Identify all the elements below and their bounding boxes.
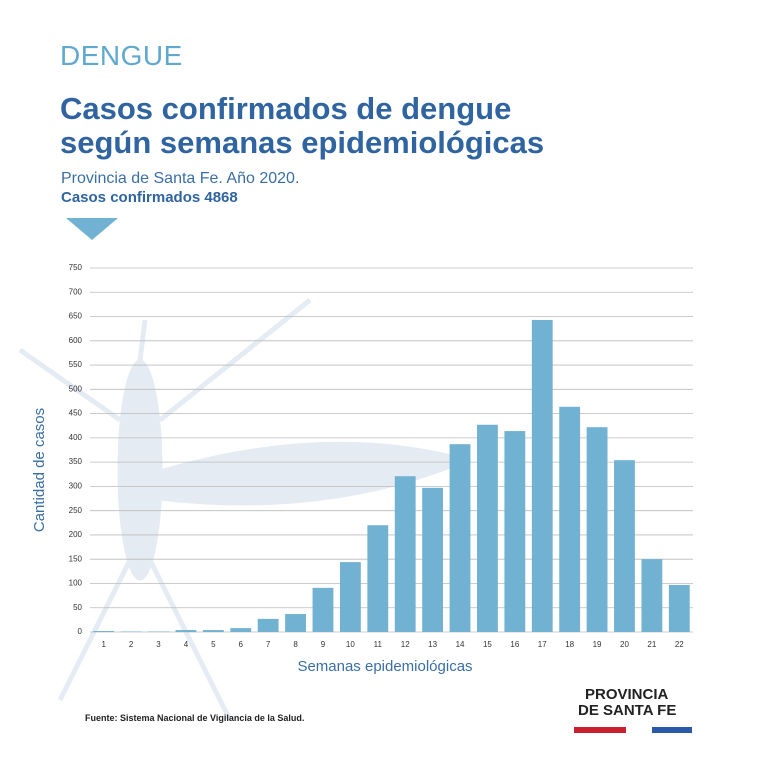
x-tick-label: 20 bbox=[620, 640, 629, 649]
x-tick-label: 19 bbox=[593, 640, 602, 649]
x-tick-label: 17 bbox=[538, 640, 547, 649]
y-tick-label: 450 bbox=[69, 409, 83, 418]
logo-red bbox=[574, 727, 626, 733]
x-tick-label: 4 bbox=[184, 640, 189, 649]
y-tick-label: 350 bbox=[69, 457, 83, 466]
bar bbox=[531, 319, 553, 632]
x-tick-label: 6 bbox=[239, 640, 244, 649]
y-tick-label: 250 bbox=[69, 506, 83, 515]
bar bbox=[477, 424, 498, 632]
x-tick-label: 11 bbox=[374, 640, 383, 649]
triangle-marker bbox=[66, 218, 118, 240]
y-tick-label: 500 bbox=[69, 384, 83, 393]
bar bbox=[339, 562, 361, 632]
bar bbox=[257, 618, 279, 632]
annotation: Casos confirmados 4868 bbox=[61, 189, 238, 206]
x-tick-label: 13 bbox=[428, 640, 437, 649]
mosquito-legs bbox=[18, 298, 312, 722]
bar bbox=[422, 487, 444, 632]
bar bbox=[312, 587, 334, 632]
x-tick-label: 5 bbox=[211, 640, 216, 649]
bar bbox=[230, 628, 252, 632]
bar bbox=[285, 614, 306, 632]
y-tick-label: 100 bbox=[69, 579, 83, 588]
bar bbox=[202, 630, 224, 632]
y-tick-label: 150 bbox=[69, 554, 83, 563]
bar bbox=[504, 431, 526, 632]
bar bbox=[367, 525, 389, 632]
bar bbox=[614, 460, 635, 632]
y-tick-label: 750 bbox=[69, 263, 83, 272]
y-tick-label: 50 bbox=[73, 603, 82, 612]
x-tick-label: 22 bbox=[675, 640, 684, 649]
x-tick-label: 10 bbox=[346, 640, 355, 649]
bar bbox=[394, 476, 416, 632]
chart-title: Casos confirmados de dengue según semana… bbox=[60, 91, 545, 160]
x-tick-label: 12 bbox=[401, 640, 410, 649]
x-tick-label: 18 bbox=[565, 640, 574, 649]
x-tick-label: 16 bbox=[510, 640, 519, 649]
x-tick-label: 2 bbox=[129, 640, 134, 649]
bar bbox=[641, 559, 663, 632]
source: Fuente: Sistema Nacional de Vigilancia d… bbox=[85, 713, 305, 723]
logo-text: DE SANTA FE bbox=[578, 702, 677, 719]
y-tick-label: 300 bbox=[69, 482, 83, 491]
bar bbox=[586, 427, 608, 632]
subtitle: Provincia de Santa Fe. Año 2020. bbox=[61, 170, 300, 187]
bar bbox=[559, 406, 581, 632]
x-tick-label: 15 bbox=[483, 640, 492, 649]
y-tick-label: 400 bbox=[69, 433, 83, 442]
y-tick-label: 650 bbox=[69, 312, 83, 321]
y-tick-label: 0 bbox=[78, 627, 83, 636]
x-tick-label: 7 bbox=[266, 640, 271, 649]
x-tick-label: 9 bbox=[321, 640, 326, 649]
logo-blue bbox=[652, 727, 692, 733]
x-tick-label: 14 bbox=[456, 640, 465, 649]
x-tick-label: 3 bbox=[156, 640, 161, 649]
y-tick-label: 600 bbox=[69, 336, 83, 345]
x-axis-label: Semanas epidemiológicas bbox=[297, 658, 472, 675]
bar bbox=[93, 631, 115, 632]
bar bbox=[449, 444, 471, 632]
y-tick-label: 200 bbox=[69, 530, 83, 539]
x-tick-label: 1 bbox=[101, 640, 106, 649]
kicker: DENGUE bbox=[60, 40, 183, 71]
bar bbox=[175, 630, 197, 632]
y-tick-label: 700 bbox=[69, 287, 83, 296]
bar bbox=[668, 584, 690, 632]
mosquito-body bbox=[117, 359, 163, 581]
y-tick-label: 550 bbox=[69, 360, 83, 369]
y-axis-label: Cantidad de casos bbox=[31, 408, 48, 532]
x-tick-label: 21 bbox=[647, 640, 656, 649]
logo-text: PROVINCIA bbox=[585, 686, 669, 703]
x-tick-label: 8 bbox=[293, 640, 298, 649]
